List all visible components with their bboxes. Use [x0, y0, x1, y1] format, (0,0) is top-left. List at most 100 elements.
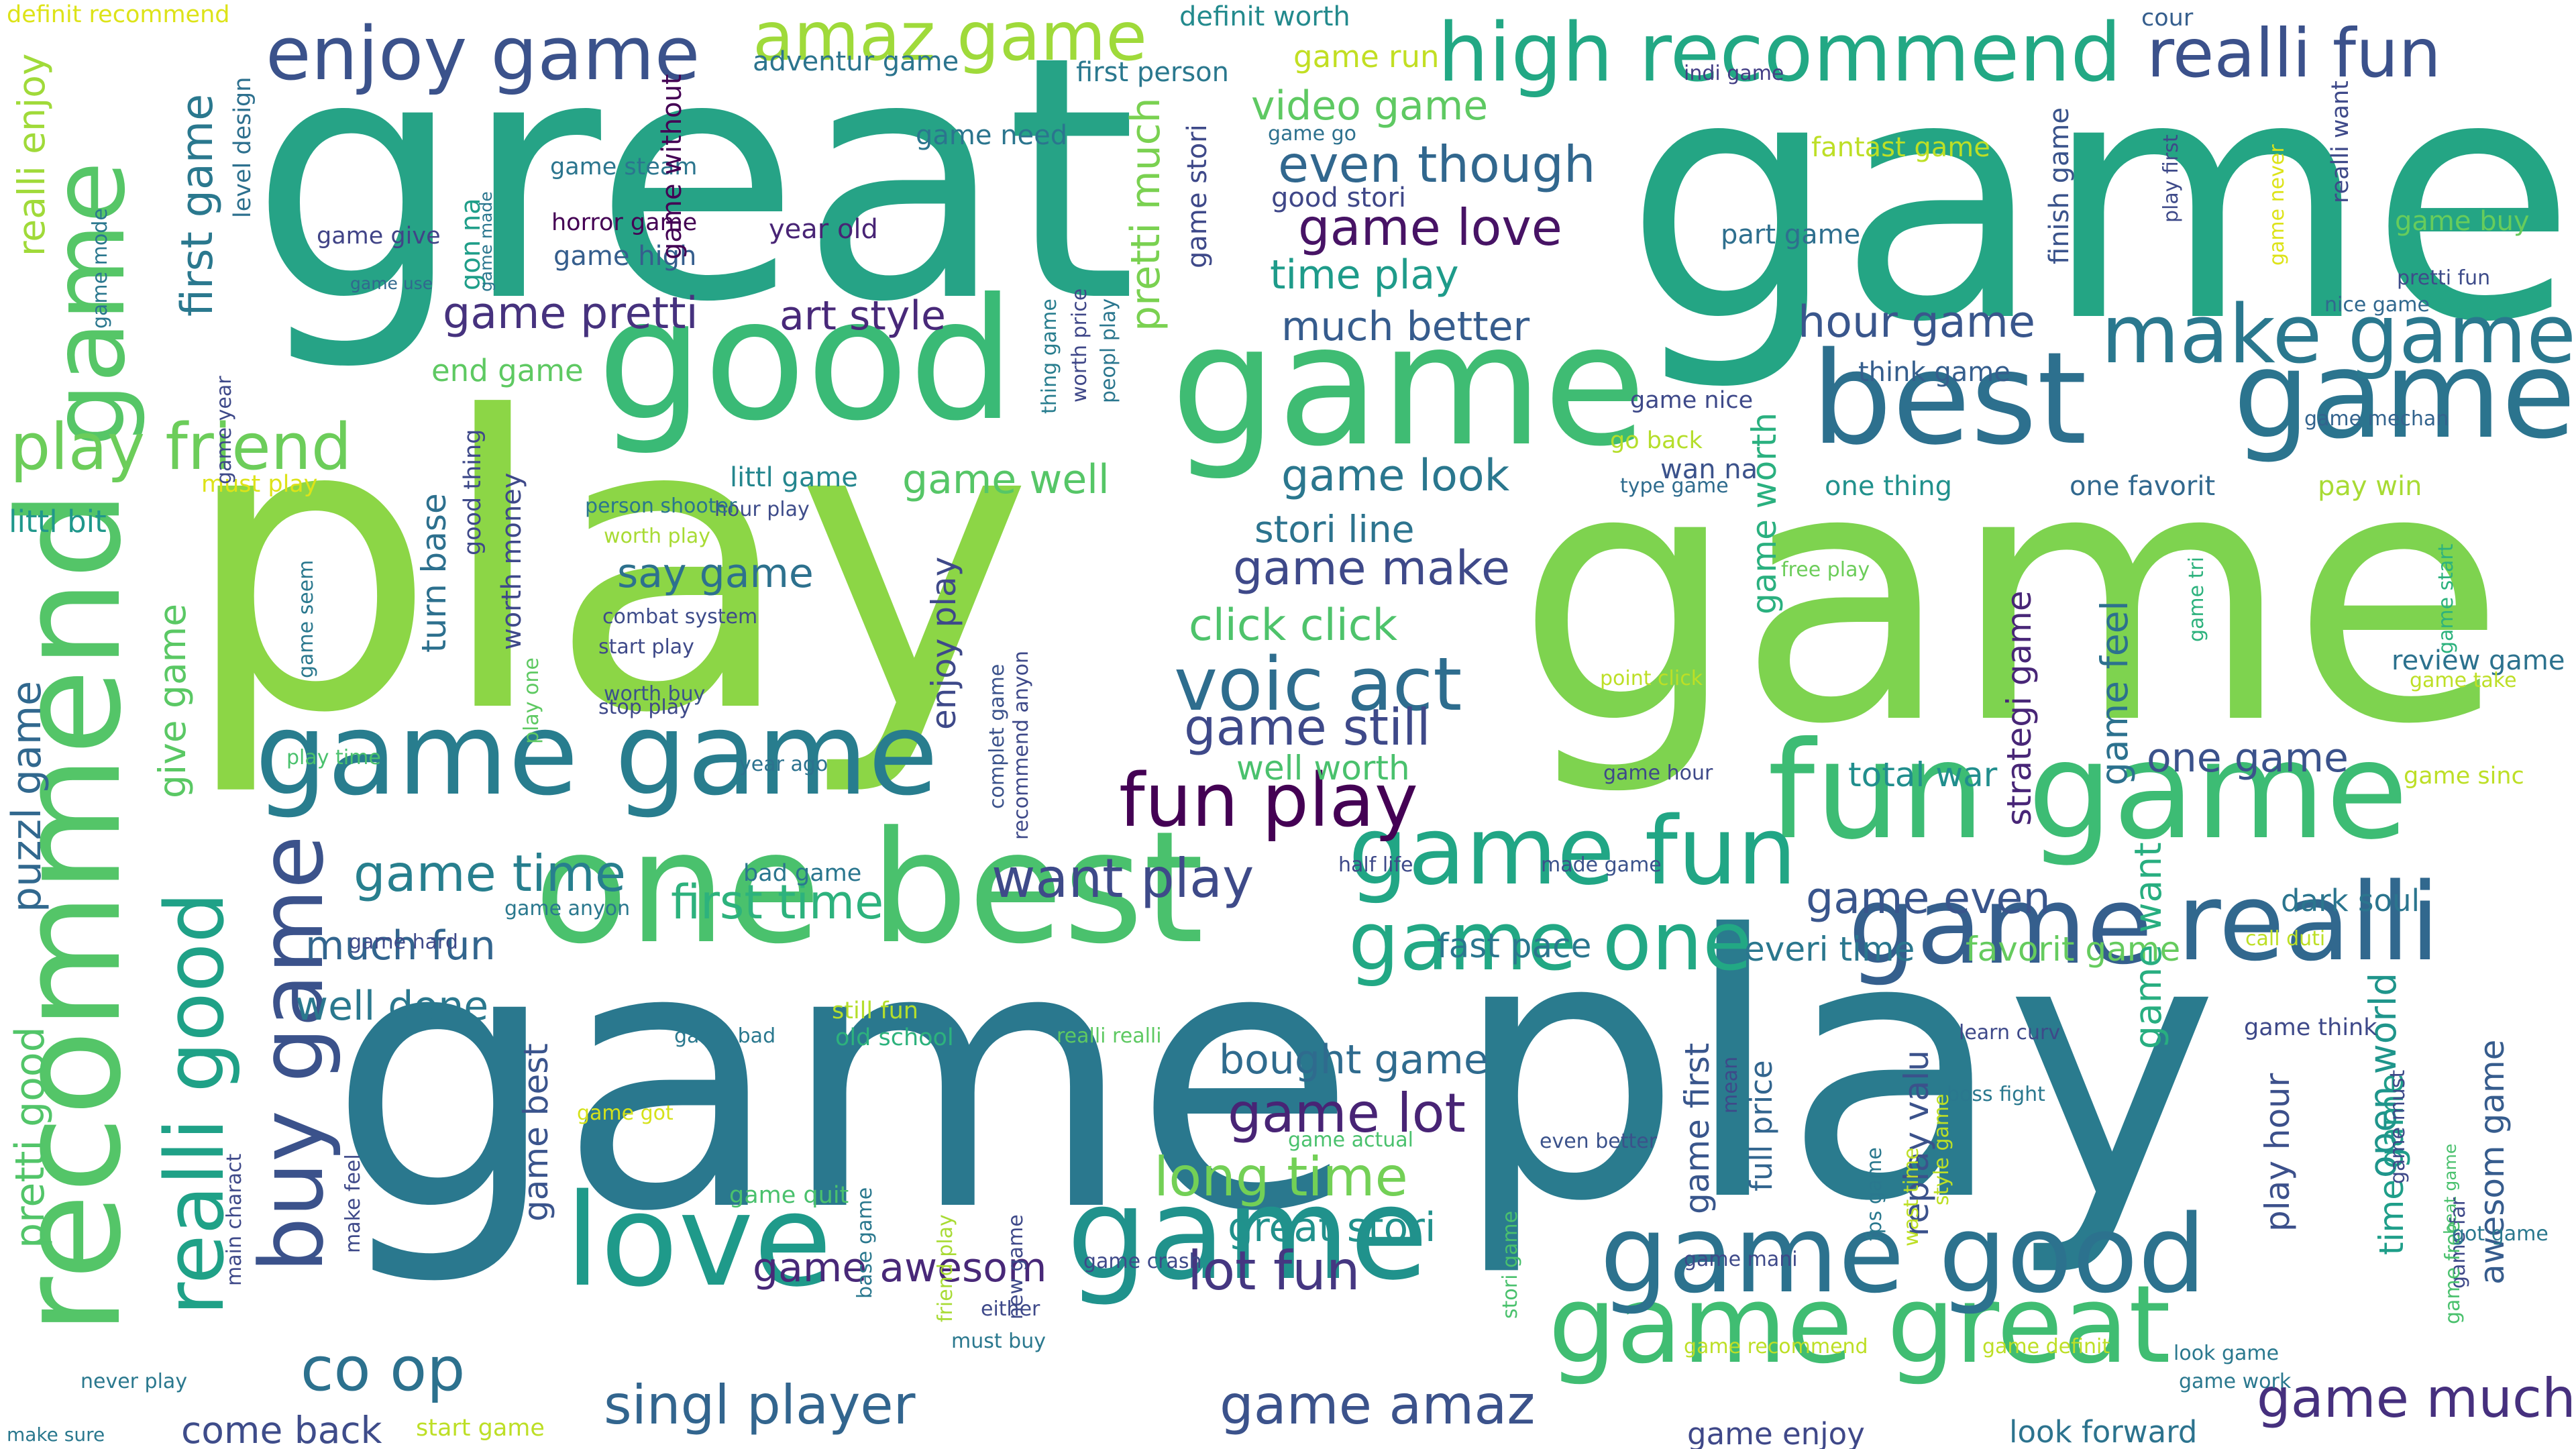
word-great: great [250, 0, 1138, 375]
word-game-think: game think [2244, 1014, 2377, 1041]
word-much-better: much better [1281, 303, 1530, 350]
word-base-game: base game [853, 1187, 877, 1299]
word-make-feel: make feel [341, 1154, 365, 1253]
word-review-game: review game [2392, 645, 2565, 676]
word-first-person: first person [1076, 57, 1229, 88]
word-finish-game: finish game [2044, 107, 2075, 264]
word-littl-bit: littl bit [9, 504, 107, 539]
word-game-anyon: game anyon [504, 897, 631, 920]
word-game-hour: game hour [1603, 761, 1713, 785]
word-bought-game: bought game [1219, 1036, 1489, 1083]
word-pretti-good: pretti good [7, 1026, 54, 1248]
word-fantast-game: fantast game [1811, 132, 1990, 163]
word-pretti-much: pretti much [1122, 97, 1169, 331]
word-want-play: want play [991, 847, 1254, 910]
word-cour: cour [2141, 5, 2194, 32]
word-game-take: game take [2410, 669, 2517, 692]
word-start-game: start game [416, 1415, 545, 1442]
word-game: game [1516, 394, 2506, 800]
word-game: game [1171, 288, 1647, 483]
word-game-amaz: game amaz [1220, 1374, 1536, 1436]
word-high-recommend: high recommend [1438, 7, 2122, 100]
word-game-must: game must [2386, 1069, 2410, 1184]
word-old-school: old school [835, 1024, 954, 1051]
word-game-give: game give [317, 223, 441, 250]
word-voic-act: voic act [1174, 641, 1462, 727]
word-enjoy-game: enjoy game [266, 11, 700, 97]
word-good-stori: good stori [1271, 182, 1406, 213]
word-year-ago: year ago [739, 753, 828, 776]
word-game-run: game run [1293, 39, 1440, 74]
word-play: play [181, 332, 1034, 801]
word-game-tri: game tri [2185, 556, 2208, 642]
word-boss-fight: boss fight [1947, 1083, 2045, 1106]
word-game-best: game best [517, 1043, 555, 1222]
word-game-made: game made [476, 191, 496, 292]
word-fast-pace: fast pace [1437, 926, 1592, 965]
word-game-make: game make [1233, 541, 1511, 596]
word-never-play: never play [80, 1370, 188, 1393]
word-game: game [1625, 5, 2576, 395]
word-adventur-game: adventur game [753, 46, 959, 77]
word-game-feel: game feel [2093, 600, 2136, 786]
word-game-steam: game steam [550, 154, 698, 180]
word-look-forward: look forward [2009, 1414, 2198, 1449]
word-game-still: game still [1184, 698, 1431, 757]
word-game-got: game got [577, 1102, 674, 1125]
word-game-actual: game actual [1288, 1128, 1414, 1152]
word-made-game: made game [1541, 853, 1662, 877]
word-turn-base: turn base [415, 493, 453, 653]
word-game-go: game go [1268, 122, 1357, 146]
word-part-game: part game [1721, 219, 1861, 250]
word-game-hard: game hard [349, 930, 458, 954]
word-wast-time: wast time [1900, 1147, 1923, 1246]
word-game-recommend: game recommend [1684, 1335, 1868, 1358]
word-thing-game: thing game [1038, 299, 1061, 414]
word-game-enjoy: game enjoy [1687, 1416, 1865, 1449]
word-game-awesom: game awesom [753, 1244, 1047, 1291]
word-game-quit: game quit [729, 1182, 849, 1209]
word-well-worth: well worth [1236, 749, 1410, 788]
word-game-worth: game worth [1745, 412, 1784, 614]
word-nice-game: nice game [2324, 293, 2430, 317]
word-game: game [2233, 325, 2576, 466]
word-game-buy: game buy [2395, 206, 2530, 237]
word-point-click: point click [1600, 667, 1703, 690]
word-game-without: game without [657, 74, 688, 260]
word-game-great: game great [1548, 1262, 2171, 1387]
word-game-need: game need [916, 120, 1068, 151]
word-style-game: style game [1930, 1093, 1953, 1205]
word-enjoy-play: enjoy play [924, 556, 963, 730]
word-one-best: one best [534, 799, 1204, 978]
word-make-game: make game [2101, 288, 2576, 382]
word-got-game: got game [2452, 1222, 2548, 1246]
word-game: game [1067, 1160, 1429, 1308]
word-game-much: game much [2257, 1367, 2576, 1430]
word-realli-realli: realli realli [1057, 1024, 1162, 1048]
word-worth-buy: worth buy [604, 682, 706, 706]
word-game: game [1848, 863, 2153, 988]
word-first-time: first time [671, 875, 884, 930]
word-everi-time: everi time [1744, 930, 1915, 969]
word-start-play: start play [598, 635, 694, 659]
word-still-fun: still fun [832, 998, 918, 1024]
word-either: either [981, 1297, 1040, 1321]
word-year-old: year old [769, 214, 878, 245]
word-combat-system: combat system [602, 605, 758, 629]
word-game-definit: game definit [1982, 1335, 2110, 1358]
word-well-done: well done [295, 983, 489, 1030]
word-definit-worth: definit worth [1179, 1, 1350, 32]
word-indi-game: indi game [1684, 62, 1784, 85]
word-game-use: game use [350, 274, 433, 293]
word-game-first: game first [1678, 1042, 1717, 1214]
word-full-price: full price [1743, 1060, 1779, 1191]
word-go-back: go back [1610, 427, 1703, 454]
word-half-life: half life [1338, 853, 1413, 877]
word-horror-game: horror game [551, 209, 698, 236]
word-look-game: look game [2174, 1342, 2279, 1365]
word-game-start: game start [2434, 543, 2458, 654]
word-pretti-fun: pretti fun [2397, 266, 2491, 290]
word-game-even: game even [1806, 873, 2051, 924]
word-hour-play: hour play [714, 498, 810, 521]
word-think-game: think game [1858, 357, 2010, 388]
